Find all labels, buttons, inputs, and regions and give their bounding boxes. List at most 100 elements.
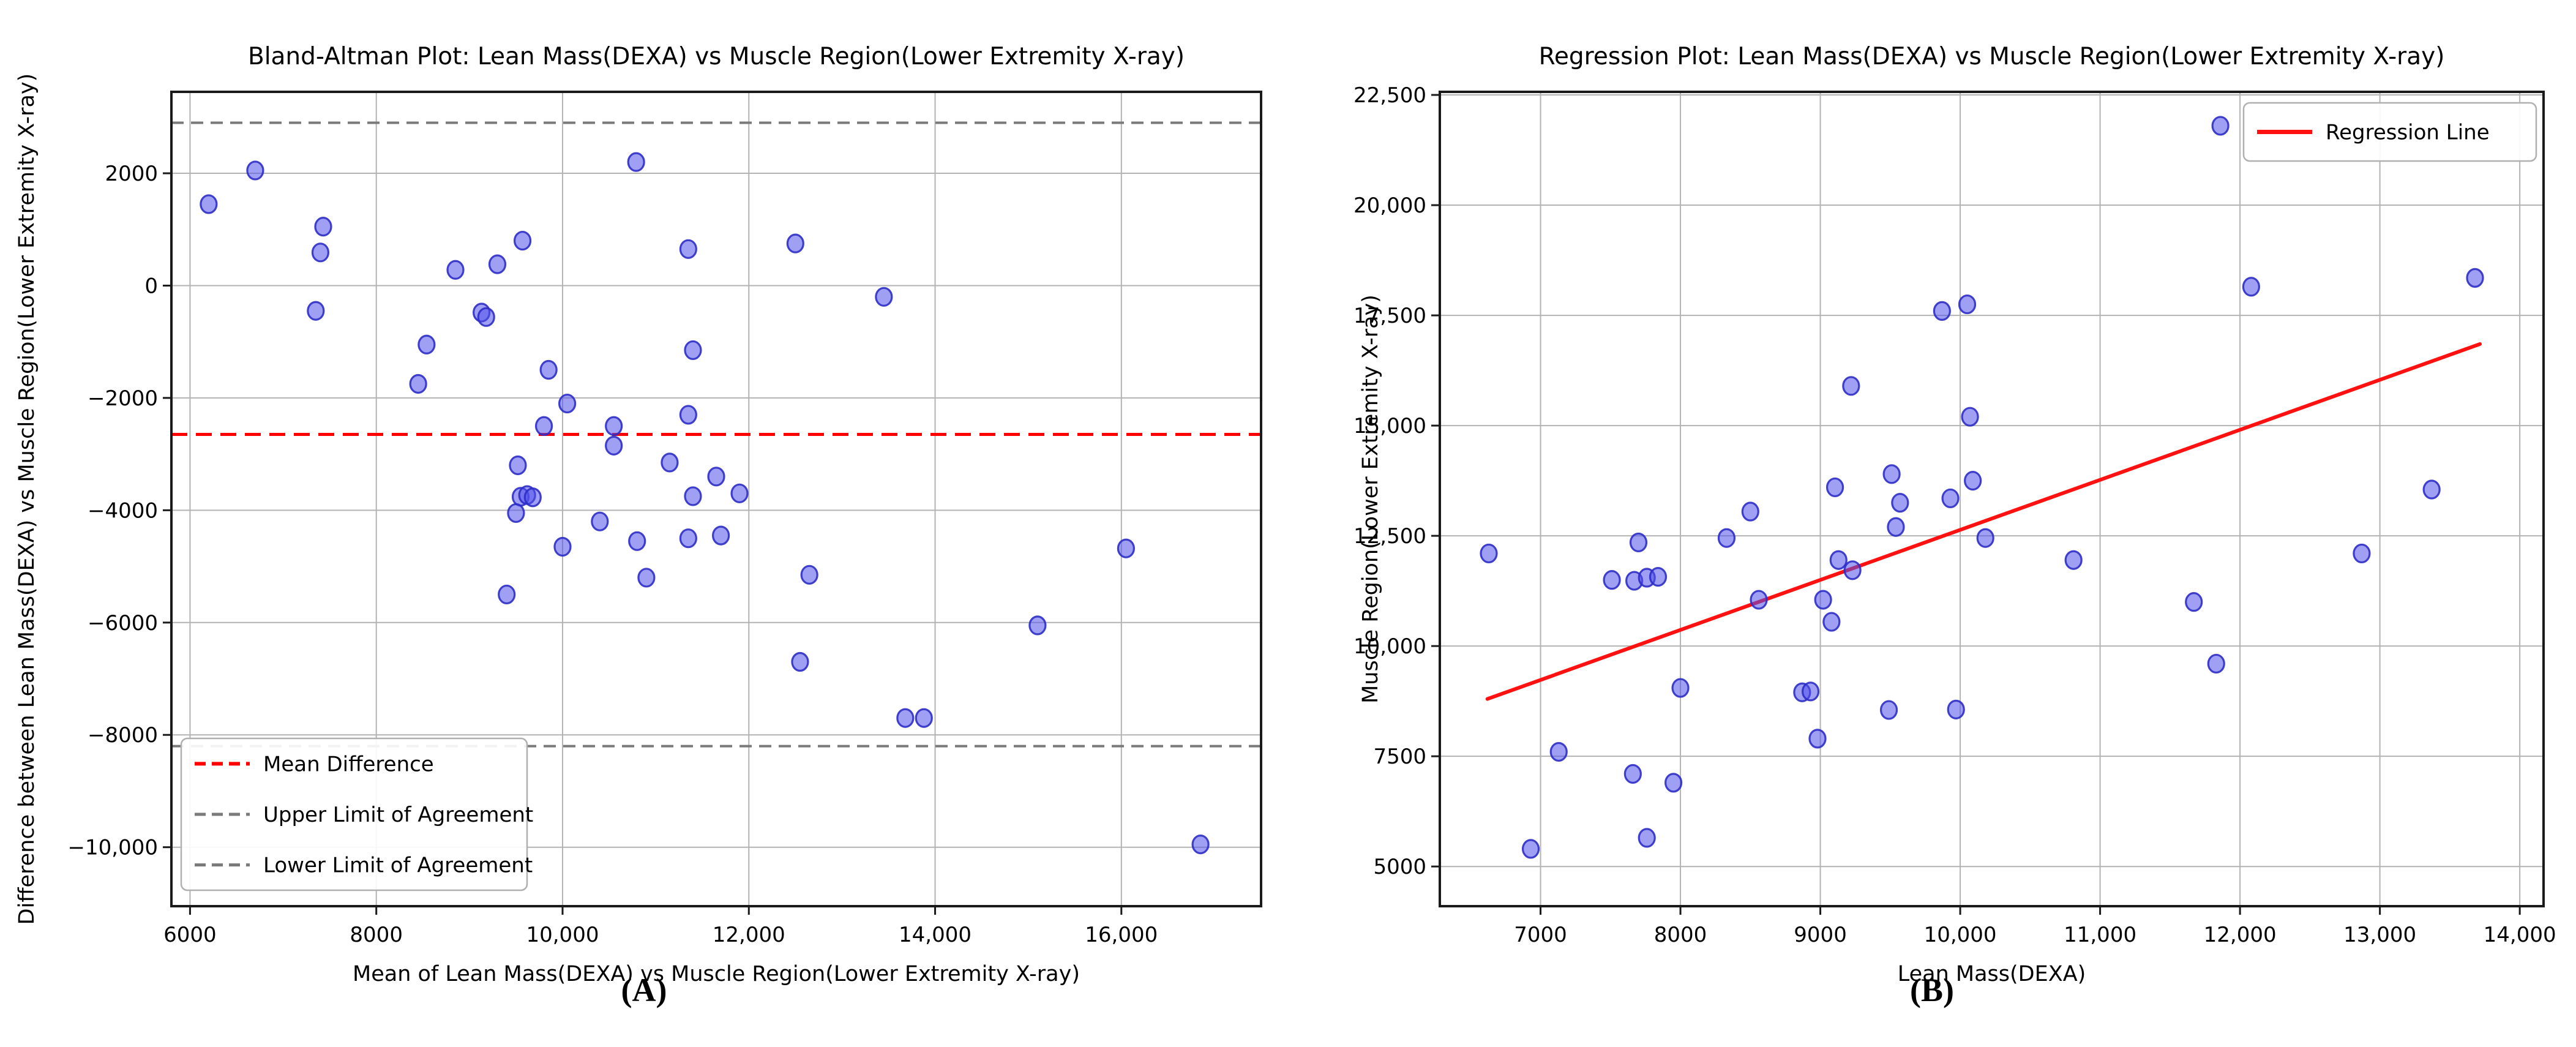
data-point [2211, 116, 2230, 136]
grid-lines [171, 92, 1261, 906]
x-tick-label: 14,000 [2484, 923, 2556, 947]
data-point [1958, 294, 1977, 315]
tick-labels: 6000 8000 10,000 12,000 14,000 16,000 2000 0 −20… [68, 162, 1158, 947]
data-point [1664, 773, 1683, 793]
tick-labels: 7000 8000 9000 10,000 11,000 12,000 13,000 14,0… [1354, 83, 2556, 947]
data-point [311, 242, 330, 263]
data-point [1842, 376, 1860, 396]
y-axis-label: Muscle Region(Lower Extremity X-ray) [1358, 295, 1383, 704]
data-point [1629, 532, 1648, 553]
data-point [2185, 592, 2203, 612]
data-point [1887, 517, 1905, 537]
y-tick-label: 12,500 [1354, 524, 1426, 549]
regression-plot: 7000 8000 9000 10,000 11,000 12,000 13,000 14,0… [1354, 43, 2556, 986]
data-point [1741, 501, 1759, 522]
x-axis-label: Lean Mass(DEXA) [1898, 962, 2086, 986]
data-point [446, 260, 465, 280]
y-axis-label: Difference between Lean Mass(DEXA) vs Mu… [15, 73, 39, 925]
data-point [553, 536, 572, 557]
data-point [679, 528, 697, 549]
data-point [1964, 471, 1982, 491]
legend-label: Upper Limit of Agreement [263, 803, 533, 827]
data-point [730, 483, 749, 503]
data-point [1671, 678, 1690, 698]
data-point [246, 160, 264, 181]
chart-title: Bland-Altman Plot: Lean Mass(DEXA) vs Mu… [248, 43, 1185, 70]
grid-lines [1440, 92, 2544, 906]
data-point [1808, 729, 1827, 749]
data-point [1801, 681, 1820, 702]
x-tick-label: 8000 [350, 923, 403, 947]
data-point [1117, 538, 1136, 558]
data-point [1717, 528, 1736, 548]
data-point [684, 486, 702, 506]
data-point [1941, 488, 1960, 509]
data-point [1891, 493, 1909, 513]
y-tick-label: 15,000 [1354, 414, 1426, 438]
data-point [1638, 828, 1656, 848]
data-point [1603, 570, 1621, 590]
y-tick-label: 2000 [105, 162, 158, 186]
data-point [558, 393, 577, 414]
data-point [800, 565, 818, 585]
x-tick-label: 8000 [1654, 923, 1707, 947]
data-point [1825, 477, 1844, 498]
data-point [1480, 543, 1498, 564]
data-point [2242, 277, 2260, 297]
x-tick-label: 14,000 [899, 923, 972, 947]
data-point [2353, 543, 2371, 564]
data-point [200, 194, 218, 214]
data-point [628, 531, 646, 551]
x-tick-label: 16,000 [1085, 923, 1158, 947]
data-point [1549, 741, 1568, 762]
data-point [2207, 653, 2225, 674]
data-point [712, 525, 730, 546]
data-point [477, 307, 495, 327]
data-point [791, 651, 809, 672]
legend-label: Regression Line [2326, 121, 2490, 145]
data-point [1976, 528, 1994, 548]
data-point [1879, 700, 1898, 720]
y-tick-label: 10,000 [1354, 634, 1426, 659]
data-point [1814, 590, 1832, 610]
panel-a-caption: (A) [621, 972, 667, 1008]
data-point [591, 511, 609, 531]
data-point [1623, 764, 1642, 784]
bland-altman-plot: 6000 8000 10,000 12,000 14,000 16,000 2000 0 −20… [15, 43, 1262, 986]
x-axis-label: Mean of Lean Mass(DEXA) vs Muscle Region… [353, 962, 1080, 986]
x-tick-label: 13,000 [2343, 923, 2416, 947]
x-tick-label: 9000 [1794, 923, 1847, 947]
data-point [513, 230, 532, 251]
regression-line [1485, 342, 2482, 701]
data-point [1961, 407, 1979, 427]
panel-b-caption: (B) [1910, 972, 1954, 1008]
y-tick-label: 17,500 [1354, 304, 1426, 328]
data-point [314, 217, 332, 237]
data-point [539, 359, 558, 380]
x-tick-label: 7000 [1514, 923, 1567, 947]
y-tick-label: 7500 [1373, 745, 1426, 769]
data-point [1750, 590, 1768, 610]
y-tick-label: −4000 [88, 498, 158, 523]
axes-box [170, 91, 1262, 907]
data-point [1933, 301, 1951, 321]
data-point [605, 435, 623, 456]
x-tick-label: 10,000 [526, 923, 599, 947]
data-point [509, 455, 527, 476]
data-point [307, 301, 325, 321]
data-point [2064, 550, 2083, 570]
data-point [637, 568, 656, 588]
data-point [1947, 699, 1965, 719]
scatter-points [200, 152, 1210, 855]
legend: Mean Difference Upper Limit of Agreement L… [180, 737, 533, 891]
data-point [1028, 615, 1047, 636]
data-point [679, 405, 697, 425]
data-point [605, 416, 623, 436]
data-point [2466, 268, 2484, 288]
legend-label: Lower Limit of Agreement [263, 854, 533, 878]
data-point [2422, 479, 2441, 500]
regression-panel: 7000 8000 9000 10,000 11,000 12,000 13,000 14,0… [1288, 0, 2576, 1047]
scatter-points [1480, 116, 2484, 859]
y-tick-label: 20,000 [1354, 193, 1426, 218]
x-tick-label: 12,000 [713, 923, 785, 947]
